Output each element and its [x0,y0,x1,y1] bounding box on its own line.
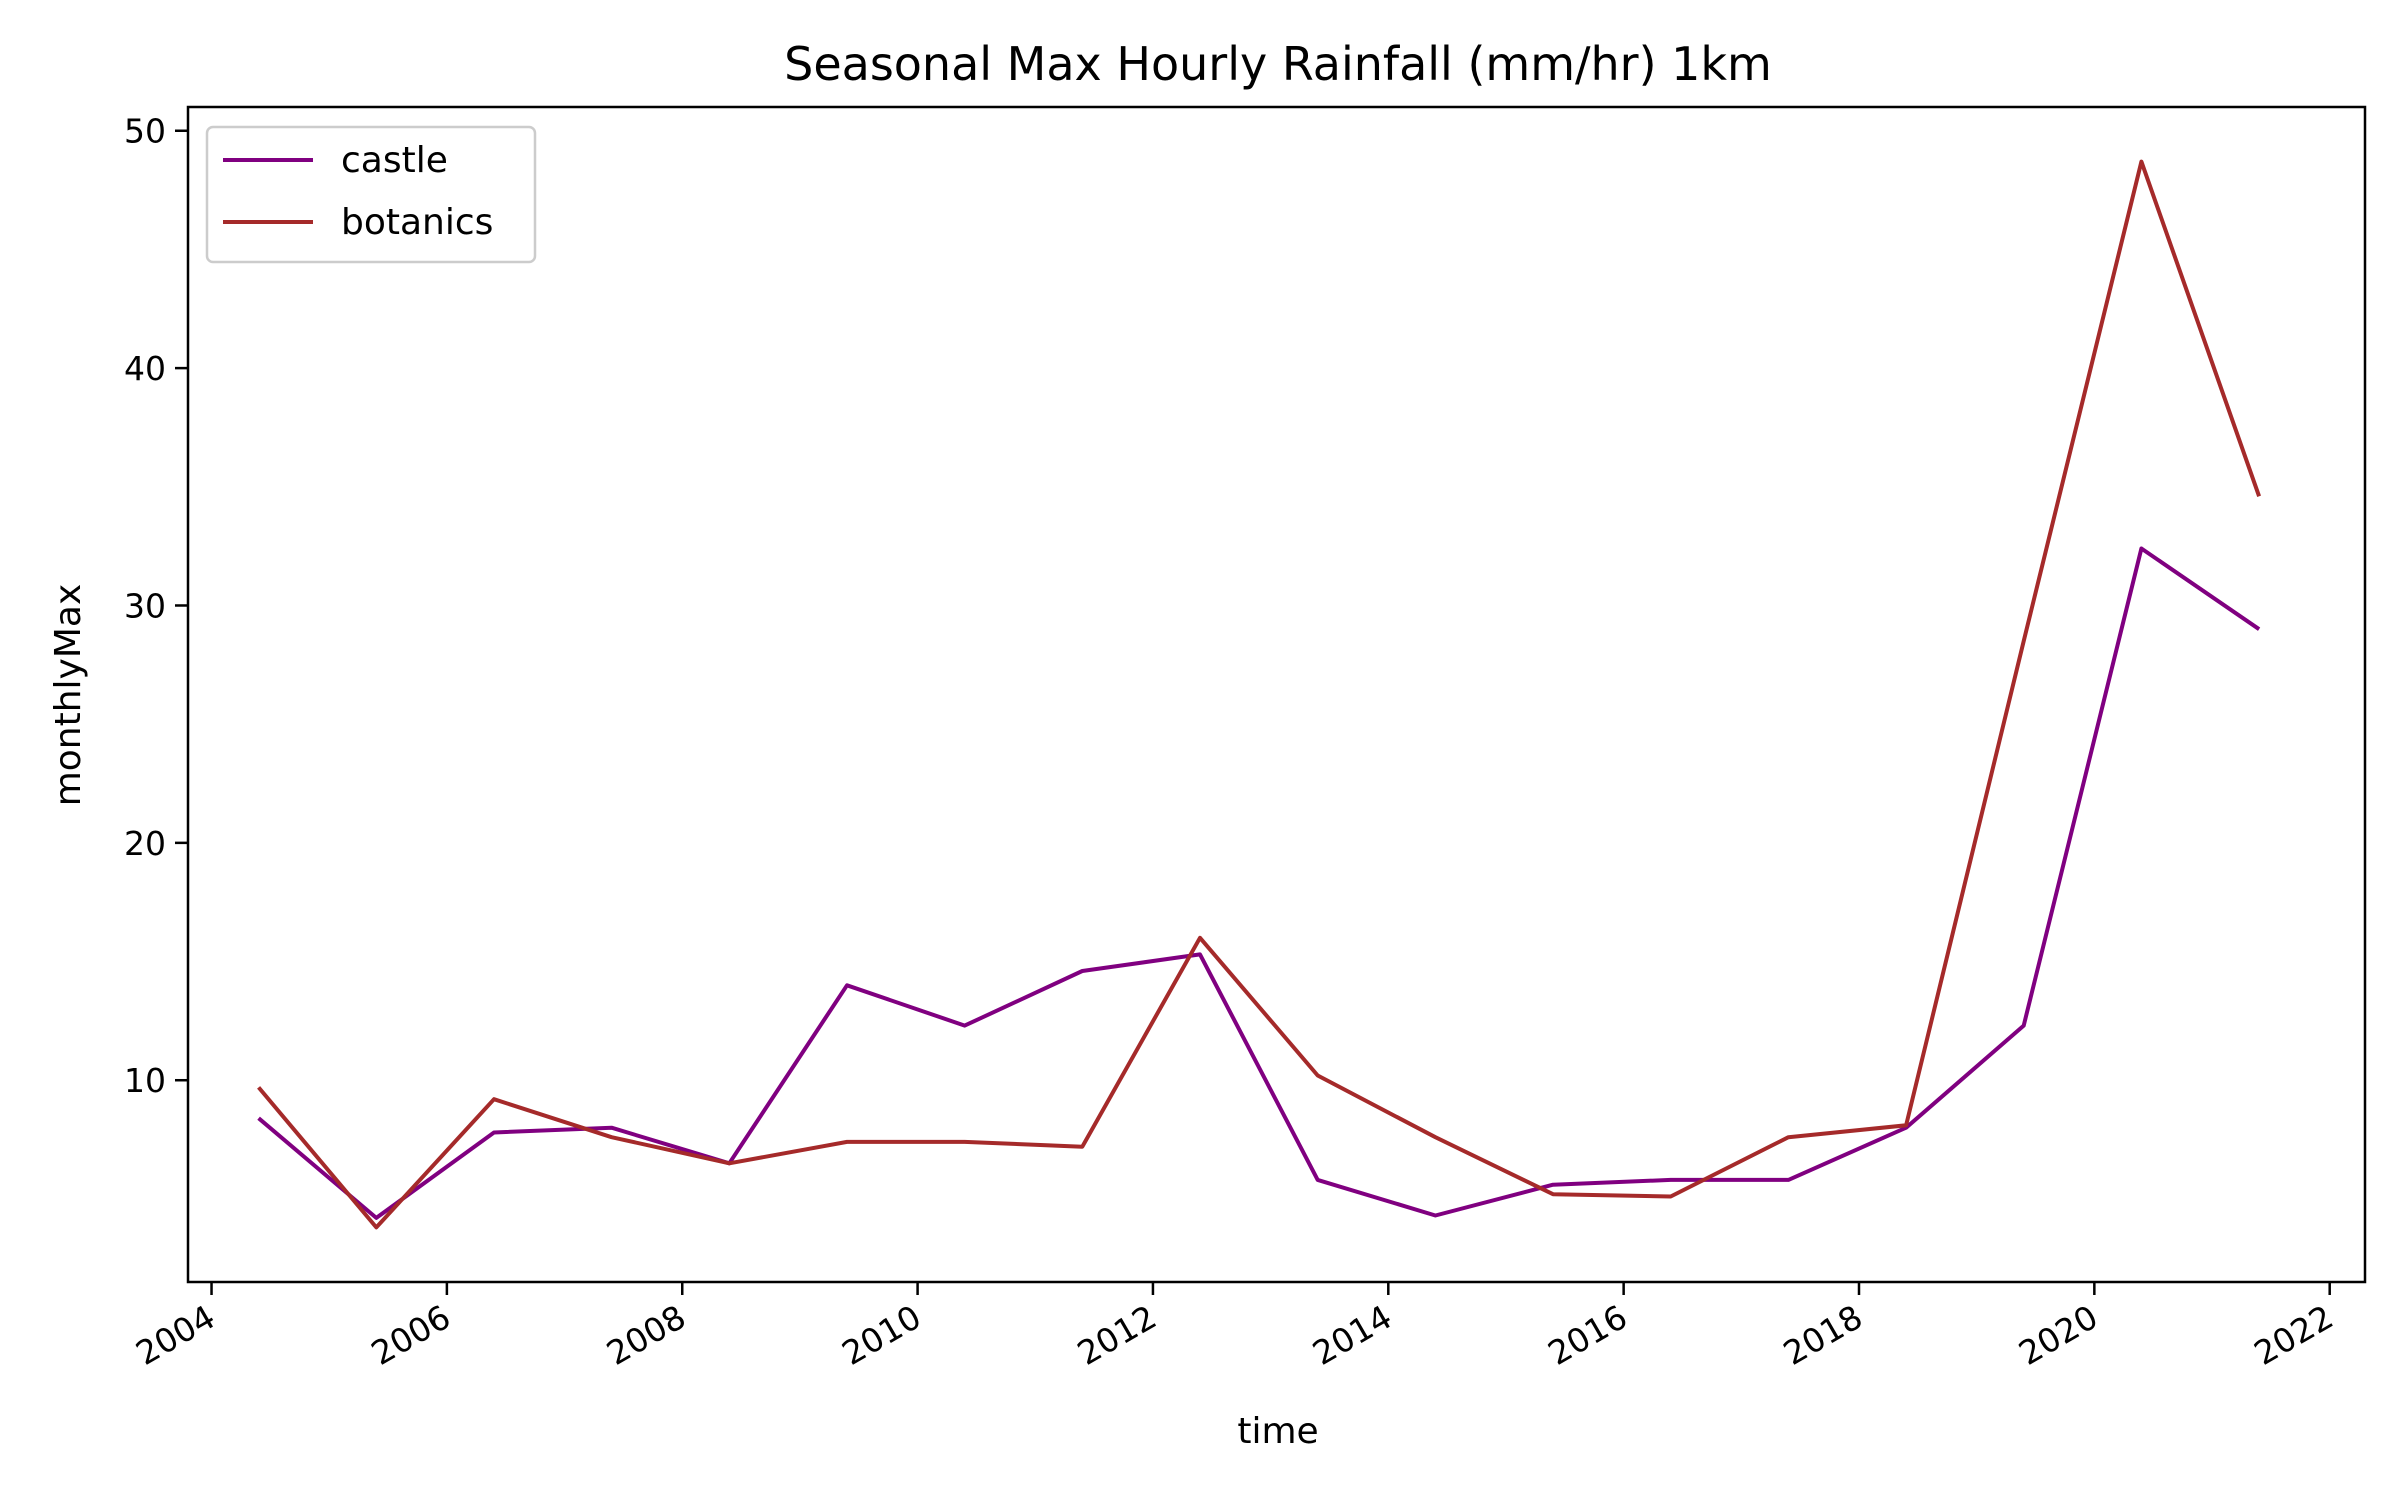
x-tick-label: 2018 [1777,1297,1869,1373]
legend: castle botanics [205,125,537,264]
y-tick-label: 50 [124,112,166,151]
x-tick-label: 2022 [2247,1297,2339,1373]
x-axis-label: time [1237,1411,1318,1452]
y-tick-label: 40 [124,349,166,388]
x-tick-label: 2008 [600,1297,692,1373]
series-line-castle [257,546,2261,1220]
series-line-botanics [257,159,2261,1230]
x-tick-label: 2020 [2012,1297,2104,1373]
plot-area-frame [186,105,2367,1284]
y-tick-label: 10 [124,1061,166,1100]
x-tick-label: 2014 [1306,1297,1398,1373]
x-axis: 2004 2006 2008 2010 2012 2014 2016 2018 2020 2022 [129,1282,2340,1373]
x-tick-label: 2012 [1071,1297,1163,1373]
x-tick-label: 2004 [129,1297,221,1373]
y-axis-label: monthlyMax [48,584,89,807]
x-tick-label: 2016 [1541,1297,1633,1373]
y-axis: 10 20 30 40 50 [124,112,188,1100]
y-tick-label: 30 [124,586,166,625]
chart-title: Seasonal Max Hourly Rainfall (mm/hr) 1km [784,37,1772,91]
legend-label-castle: castle [341,140,448,181]
x-tick-label: 2010 [835,1297,927,1373]
legend-label-botanics: botanics [341,202,493,243]
x-tick-label: 2006 [365,1297,457,1373]
series-lines [257,159,2261,1230]
y-tick-label: 20 [124,824,166,863]
